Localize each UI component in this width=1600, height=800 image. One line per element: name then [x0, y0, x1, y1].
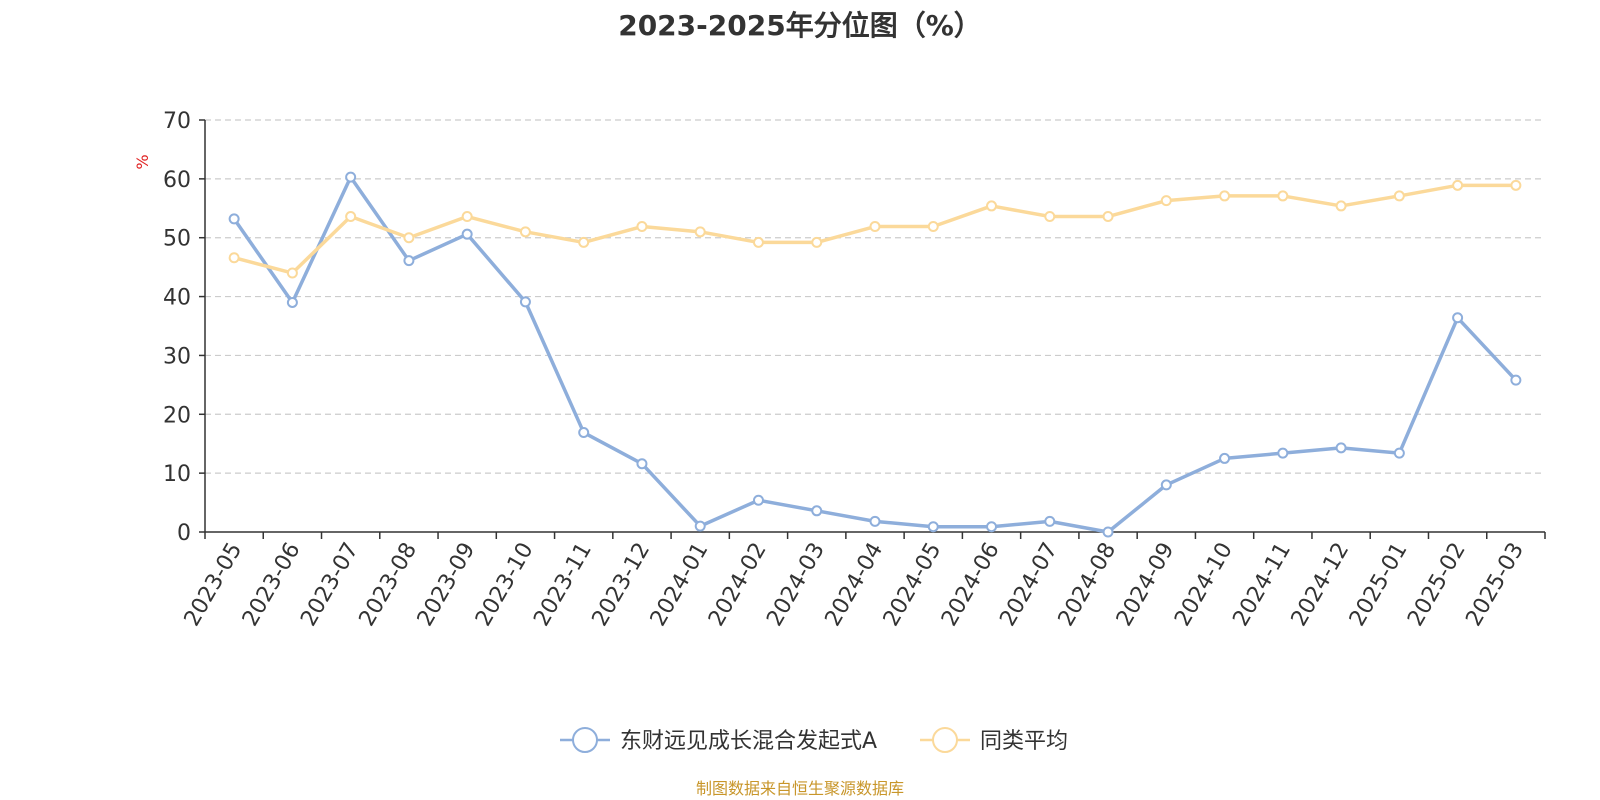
x-tick-label: 2024-06	[937, 539, 1005, 631]
y-tick-label: 20	[163, 403, 191, 428]
data-point	[461, 228, 473, 240]
data-point	[694, 520, 706, 532]
data-point	[1452, 312, 1464, 324]
data-point	[1102, 526, 1114, 538]
data-point	[1044, 211, 1056, 223]
x-tick-label: 2023-07	[296, 539, 364, 631]
data-point	[694, 226, 706, 238]
y-tick-label: 30	[163, 344, 191, 369]
data-point	[1044, 515, 1056, 527]
x-tick-label: 2025-03	[1461, 539, 1529, 631]
data-point	[636, 221, 648, 233]
data-point	[1219, 190, 1231, 202]
data-point	[752, 494, 764, 506]
data-point	[1335, 442, 1347, 454]
legend-label: 东财远见成长混合发起式A	[620, 729, 877, 754]
y-tick-label: 70	[163, 109, 191, 134]
data-point	[1102, 211, 1114, 223]
x-tick-label: 2024-09	[1112, 539, 1180, 631]
data-point	[228, 252, 240, 264]
x-tick-label: 2023-12	[588, 539, 656, 631]
data-point	[578, 427, 590, 439]
x-tick-label: 2024-05	[879, 539, 947, 631]
legend-label: 同类平均	[980, 729, 1068, 754]
x-tick-label: 2023-05	[180, 539, 248, 631]
data-point	[1160, 195, 1172, 207]
y-tick-label: 0	[177, 521, 191, 546]
data-point	[927, 521, 939, 533]
series-lines	[228, 171, 1522, 538]
data-point	[1393, 190, 1405, 202]
x-tick-label: 2024-12	[1287, 539, 1355, 631]
data-point	[927, 221, 939, 233]
x-tick-label: 2024-08	[1054, 539, 1122, 631]
source-note: 制图数据来自恒生聚源数据库	[695, 779, 904, 798]
data-point	[345, 171, 357, 183]
data-point	[811, 236, 823, 248]
data-point	[811, 505, 823, 517]
y-tick-label: 10	[163, 462, 191, 487]
data-point	[986, 521, 998, 533]
legend[interactable]: 东财远见成长混合发起式A 同类平均	[560, 727, 1068, 754]
x-tick-label: 2025-02	[1403, 539, 1471, 631]
data-point	[228, 213, 240, 225]
data-point	[286, 267, 298, 279]
data-point	[869, 221, 881, 233]
y-tick-label: 40	[163, 286, 191, 311]
data-point	[752, 236, 764, 248]
data-point	[519, 226, 531, 238]
chart-title: 2023-2025年分位图（%）	[618, 9, 982, 42]
data-point	[869, 515, 881, 527]
x-tick-label: 2025-01	[1345, 539, 1413, 631]
data-point	[1277, 190, 1289, 202]
legend-marker	[572, 727, 598, 753]
data-point	[1335, 200, 1347, 212]
data-point	[1393, 447, 1405, 459]
data-point	[403, 255, 415, 267]
data-point	[403, 232, 415, 244]
data-point	[1510, 179, 1522, 191]
x-tick-label: 2024-07	[995, 539, 1063, 631]
data-point	[461, 211, 473, 223]
x-tick-label: 2024-04	[821, 539, 889, 631]
data-point	[636, 458, 648, 470]
data-point	[286, 296, 298, 308]
data-point	[578, 236, 590, 248]
x-tick-label: 2024-01	[646, 539, 714, 631]
data-point	[1277, 447, 1289, 459]
x-tick-label: 2023-11	[529, 539, 597, 631]
data-point	[1510, 374, 1522, 386]
data-point	[345, 211, 357, 223]
data-point	[1452, 179, 1464, 191]
x-tick-label: 2024-03	[762, 539, 830, 631]
x-tick-label: 2023-10	[471, 539, 539, 631]
x-tick-label: 2023-06	[238, 539, 306, 631]
x-tick-label: 2024-11	[1228, 539, 1296, 631]
data-point	[986, 200, 998, 212]
y-axis-label: %	[133, 154, 152, 169]
data-point	[519, 296, 531, 308]
grid-lines	[205, 119, 1545, 474]
data-point	[1160, 479, 1172, 491]
x-tick-label: 2023-09	[413, 539, 481, 631]
x-tick-label: 2024-10	[1170, 539, 1238, 631]
x-tick-label: 2023-08	[354, 539, 422, 631]
x-tick-label: 2024-02	[704, 539, 772, 631]
data-point	[1219, 452, 1231, 464]
legend-marker	[932, 727, 958, 753]
y-tick-label: 60	[163, 168, 191, 193]
y-tick-label: 50	[163, 227, 191, 252]
